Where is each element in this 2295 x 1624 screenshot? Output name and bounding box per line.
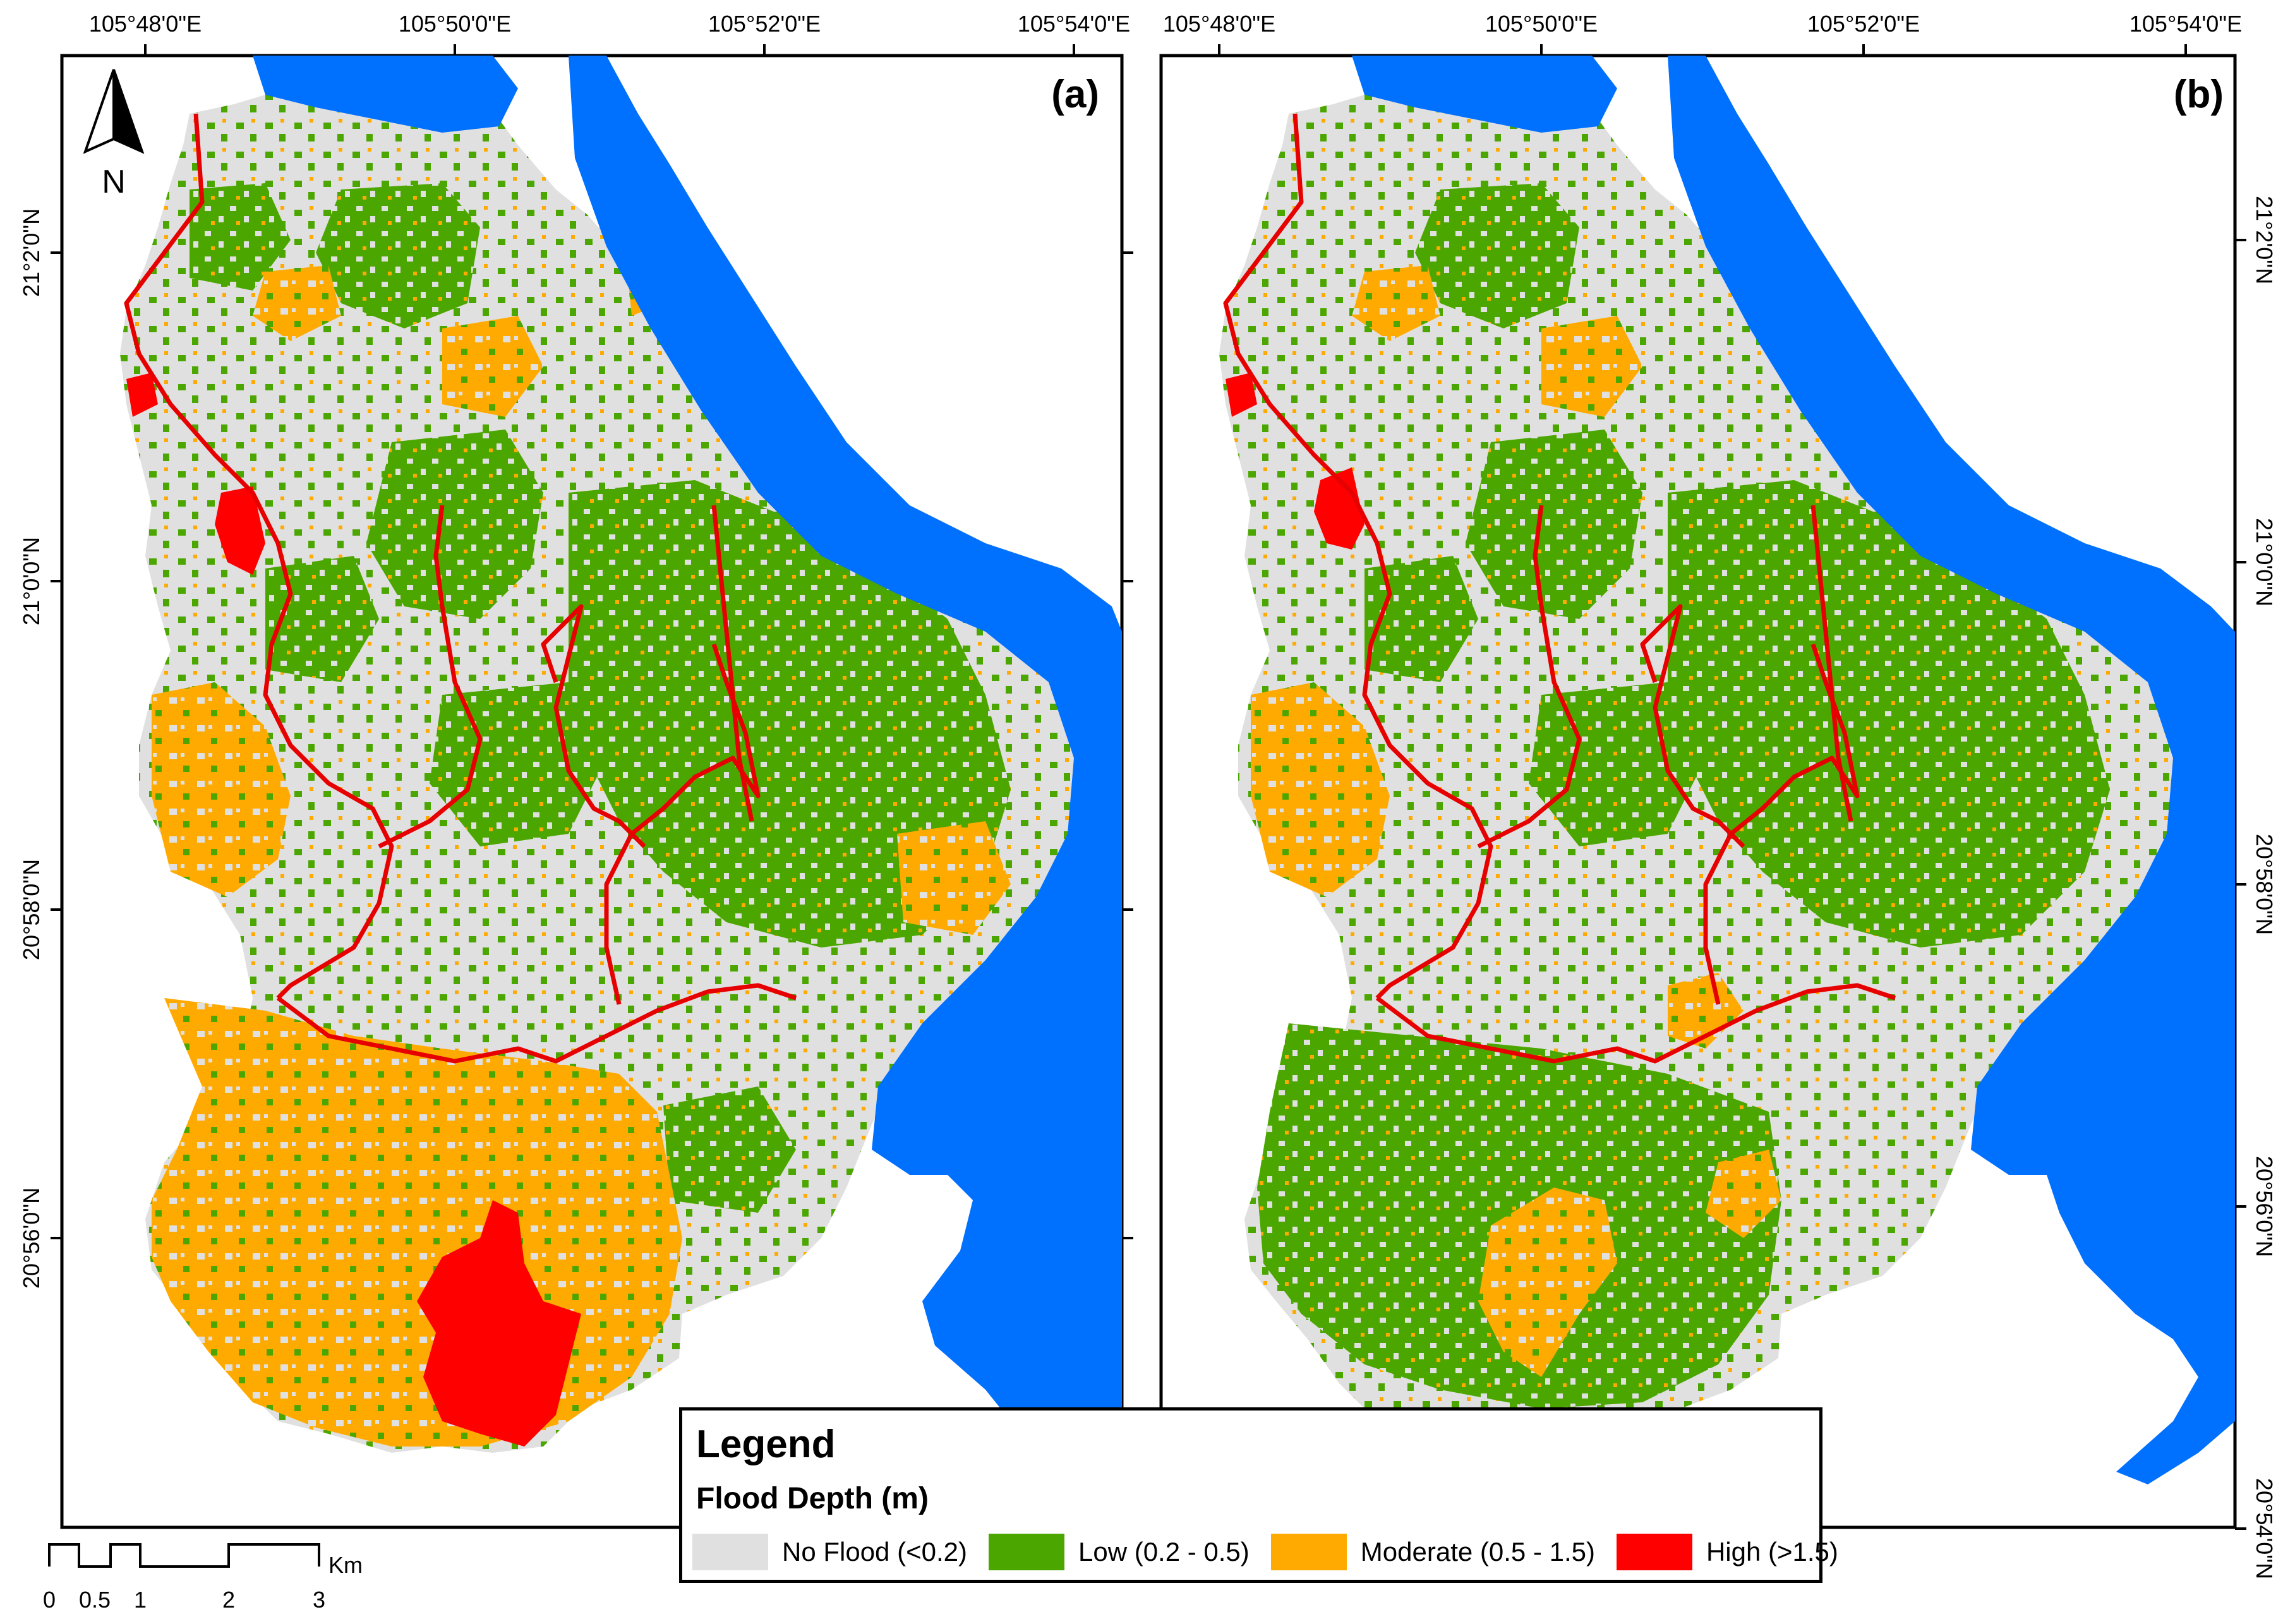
lon-label: 105°48'0"E <box>1163 11 1275 37</box>
moderate-flood-zones-b <box>1251 265 1781 1377</box>
lon-label: 105°50'0"E <box>1485 11 1598 37</box>
legend-item-moderate: Moderate (0.5 - 1.5) <box>1270 1534 1595 1570</box>
scale-tick-label: 0 <box>43 1587 56 1613</box>
scale-tick-label: 1 <box>134 1587 147 1613</box>
legend-swatch <box>1270 1534 1347 1570</box>
top-longitude-labels-a: 105°48'0"E 105°50'0"E 105°52'0"E 105°54'… <box>89 11 1130 37</box>
lat-label: 21°2'0"N <box>2251 196 2277 284</box>
lon-label: 105°50'0"E <box>399 11 511 37</box>
graticule-ticks <box>51 44 2246 1530</box>
legend-label: Moderate (0.5 - 1.5) <box>1360 1537 1595 1567</box>
legend-item-no-flood: No Flood (<0.2) <box>692 1534 967 1570</box>
scale-tick-label: 3 <box>313 1587 325 1613</box>
legend-label: No Flood (<0.2) <box>782 1537 967 1567</box>
lat-label: 21°0'0"N <box>18 537 44 625</box>
map-panel-a: (a) <box>60 54 1124 1529</box>
legend-swatch <box>692 1534 768 1570</box>
canal-lines-a <box>124 113 797 1064</box>
lon-label: 105°54'0"E <box>2129 11 2242 37</box>
legend-label: High (>1.5) <box>1706 1537 1838 1567</box>
panel-a-label: (a) <box>1051 73 1099 116</box>
north-label: N <box>102 164 126 200</box>
legend-title: Legend <box>696 1423 836 1466</box>
scale-bar <box>48 1543 320 1568</box>
lat-label: 20°58'0"N <box>18 859 44 960</box>
panel-b-label: (b) <box>2174 73 2224 116</box>
lon-label: 105°52'0"E <box>1807 11 1920 37</box>
water-bodies-a <box>253 56 1122 1527</box>
lat-label: 20°58'0"N <box>2251 834 2277 935</box>
canal-lines-b <box>1223 113 1896 1064</box>
legend-swatch <box>1616 1534 1692 1570</box>
scale-tick-label: 0.5 <box>79 1587 111 1613</box>
legend: Legend Flood Depth (m) No Flood (<0.2) L… <box>679 1407 1838 1583</box>
lon-label: 105°52'0"E <box>708 11 821 37</box>
legend-item-high: High (>1.5) <box>1616 1534 1838 1570</box>
map-panel-b: (b) <box>1159 54 2237 1529</box>
lat-label: 21°0'0"N <box>2251 518 2277 606</box>
legend-subtitle: Flood Depth (m) <box>696 1482 929 1515</box>
high-flood-zones-a <box>126 373 581 1447</box>
lat-label: 20°56'0"N <box>2251 1156 2277 1257</box>
top-longitude-labels-b: 105°48'0"E 105°50'0"E 105°52'0"E 105°54'… <box>1163 11 2242 37</box>
lat-label: 21°2'0"N <box>18 208 44 297</box>
high-flood-zones-b <box>1226 373 1364 550</box>
right-latitude-labels: 21°2'0"N 21°0'0"N 20°58'0"N 20°56'0"N 20… <box>2251 196 2277 1579</box>
low-flood-zones-b <box>1257 183 2110 1409</box>
north-arrow-icon: N <box>83 69 145 200</box>
left-latitude-labels: 21°2'0"N 21°0'0"N 20°58'0"N 20°56'0"N <box>18 208 44 1289</box>
lat-label: 20°56'0"N <box>18 1188 44 1289</box>
lon-label: 105°54'0"E <box>1018 11 1130 37</box>
lat-label: 20°54'0"N <box>2251 1478 2277 1579</box>
scale-unit-label: Km <box>328 1552 363 1578</box>
legend-swatch <box>988 1534 1064 1570</box>
legend-item-low: Low (0.2 - 0.5) <box>988 1534 1250 1570</box>
water-bodies-b <box>1352 56 2235 1484</box>
legend-label: Low (0.2 - 0.5) <box>1078 1537 1250 1567</box>
legend-items: No Flood (<0.2) Low (0.2 - 0.5) Moderate… <box>692 1534 1860 1570</box>
scale-bar-labels: 0 0.5 1 2 3 Km <box>43 1552 363 1613</box>
lon-label: 105°48'0"E <box>89 11 202 37</box>
scale-tick-label: 2 <box>222 1587 235 1613</box>
